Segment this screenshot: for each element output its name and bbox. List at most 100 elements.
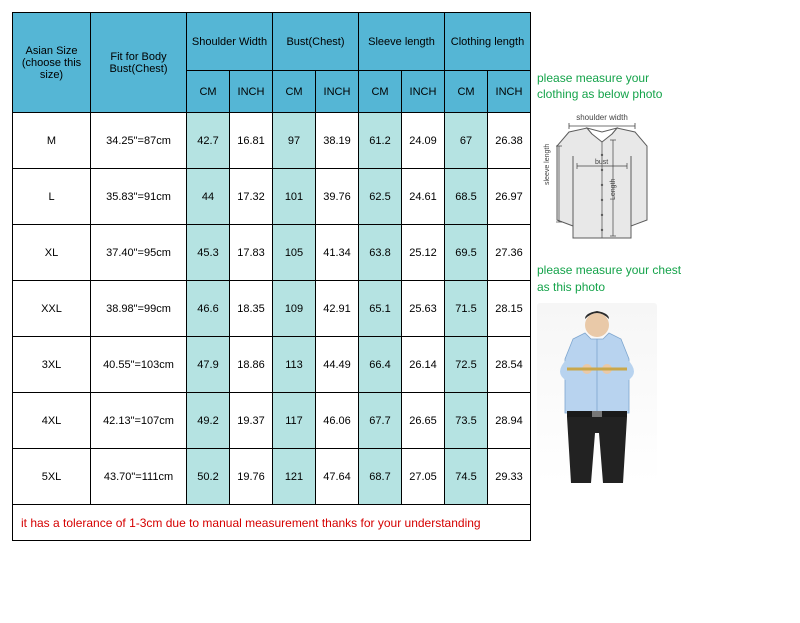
cell-measure: 17.32: [230, 169, 273, 225]
cell-size: XXL: [13, 281, 91, 337]
cell-measure: 41.34: [316, 225, 359, 281]
svg-text:bust: bust: [595, 159, 608, 166]
cell-fit: 37.40"=95cm: [91, 225, 187, 281]
cell-measure: 19.37: [230, 393, 273, 449]
svg-text:Length: Length: [610, 179, 617, 201]
cell-measure: 46.6: [187, 281, 230, 337]
cell-measure: 49.2: [187, 393, 230, 449]
cell-fit: 35.83"=91cm: [91, 169, 187, 225]
cell-measure: 24.61: [402, 169, 445, 225]
svg-text:shoulder width: shoulder width: [576, 113, 628, 122]
cell-size: M: [13, 113, 91, 169]
cell-measure: 42.91: [316, 281, 359, 337]
cell-size: L: [13, 169, 91, 225]
cell-size: XL: [13, 225, 91, 281]
cell-measure: 27.05: [402, 449, 445, 505]
header-bust: Bust(Chest): [273, 13, 359, 71]
instruction-top: please measure your clothing as below ph…: [537, 70, 687, 102]
tolerance-note: it has a tolerance of 1-3cm due to manua…: [13, 505, 531, 541]
header-sleeve-length: Sleeve length: [359, 13, 445, 71]
cell-measure: 26.38: [488, 113, 531, 169]
cell-measure: 28.94: [488, 393, 531, 449]
cell-measure: 18.86: [230, 337, 273, 393]
cell-measure: 16.81: [230, 113, 273, 169]
cell-measure: 71.5: [445, 281, 488, 337]
cell-fit: 43.70"=111cm: [91, 449, 187, 505]
cell-measure: 26.14: [402, 337, 445, 393]
cell-measure: 39.76: [316, 169, 359, 225]
cell-measure: 38.19: [316, 113, 359, 169]
cell-measure: 47.64: [316, 449, 359, 505]
cell-measure: 62.5: [359, 169, 402, 225]
cell-measure: 27.36: [488, 225, 531, 281]
table-row: 4XL42.13"=107cm49.219.3711746.0667.726.6…: [13, 393, 531, 449]
cell-measure: 29.33: [488, 449, 531, 505]
table-row: 5XL43.70"=111cm50.219.7612147.6468.727.0…: [13, 449, 531, 505]
cell-measure: 47.9: [187, 337, 230, 393]
cell-measure: 28.15: [488, 281, 531, 337]
table-row: L35.83"=91cm4417.3210139.7662.524.6168.5…: [13, 169, 531, 225]
cell-fit: 38.98"=99cm: [91, 281, 187, 337]
cell-measure: 105: [273, 225, 316, 281]
cell-fit: 42.13"=107cm: [91, 393, 187, 449]
subheader-inch: INCH: [488, 71, 531, 113]
cell-measure: 113: [273, 337, 316, 393]
cell-measure: 109: [273, 281, 316, 337]
cell-measure: 117: [273, 393, 316, 449]
cell-measure: 67.7: [359, 393, 402, 449]
cell-measure: 25.63: [402, 281, 445, 337]
cell-measure: 72.5: [445, 337, 488, 393]
cell-measure: 69.5: [445, 225, 488, 281]
cell-measure: 121: [273, 449, 316, 505]
subheader-cm: CM: [273, 71, 316, 113]
subheader-cm: CM: [445, 71, 488, 113]
table-row: XXL38.98"=99cm46.618.3510942.9165.125.63…: [13, 281, 531, 337]
cell-measure: 26.97: [488, 169, 531, 225]
table-row: 3XL40.55"=103cm47.918.8611344.4966.426.1…: [13, 337, 531, 393]
cell-measure: 46.06: [316, 393, 359, 449]
cell-measure: 24.09: [402, 113, 445, 169]
cell-measure: 65.1: [359, 281, 402, 337]
instruction-bottom: please measure your chest as this photo: [537, 262, 687, 294]
svg-text:sleeve length: sleeve length: [544, 144, 551, 185]
subheader-inch: INCH: [230, 71, 273, 113]
cell-measure: 25.12: [402, 225, 445, 281]
cell-size: 4XL: [13, 393, 91, 449]
table-row: XL37.40"=95cm45.317.8310541.3463.825.126…: [13, 225, 531, 281]
cell-measure: 44.49: [316, 337, 359, 393]
cell-measure: 44: [187, 169, 230, 225]
cell-measure: 68.5: [445, 169, 488, 225]
subheader-cm: CM: [359, 71, 402, 113]
cell-measure: 45.3: [187, 225, 230, 281]
cell-measure: 19.76: [230, 449, 273, 505]
cell-measure: 73.5: [445, 393, 488, 449]
size-chart-table: Asian Size (choose this size) Fit for Bo…: [12, 12, 531, 541]
cell-measure: 97: [273, 113, 316, 169]
subheader-inch: INCH: [402, 71, 445, 113]
cell-measure: 28.54: [488, 337, 531, 393]
cell-size: 5XL: [13, 449, 91, 505]
cell-measure: 66.4: [359, 337, 402, 393]
cell-size: 3XL: [13, 337, 91, 393]
table-row: M34.25"=87cm42.716.819738.1961.224.09672…: [13, 113, 531, 169]
cell-measure: 18.35: [230, 281, 273, 337]
cell-measure: 50.2: [187, 449, 230, 505]
subheader-cm: CM: [187, 71, 230, 113]
cell-measure: 42.7: [187, 113, 230, 169]
cell-measure: 68.7: [359, 449, 402, 505]
side-panel: please measure your clothing as below ph…: [537, 12, 687, 541]
cell-measure: 63.8: [359, 225, 402, 281]
cell-measure: 74.5: [445, 449, 488, 505]
chest-measure-photo: [537, 303, 657, 483]
header-clothing-length: Clothing length: [445, 13, 531, 71]
header-shoulder-width: Shoulder Width: [187, 13, 273, 71]
subheader-inch: INCH: [316, 71, 359, 113]
cell-fit: 34.25"=87cm: [91, 113, 187, 169]
cell-measure: 67: [445, 113, 488, 169]
cell-measure: 61.2: [359, 113, 402, 169]
cell-measure: 26.65: [402, 393, 445, 449]
cell-measure: 101: [273, 169, 316, 225]
shirt-diagram: shoulder width bust: [537, 110, 667, 250]
header-fit-for: Fit for Body Bust(Chest): [91, 13, 187, 113]
header-asian-size: Asian Size (choose this size): [13, 13, 91, 113]
